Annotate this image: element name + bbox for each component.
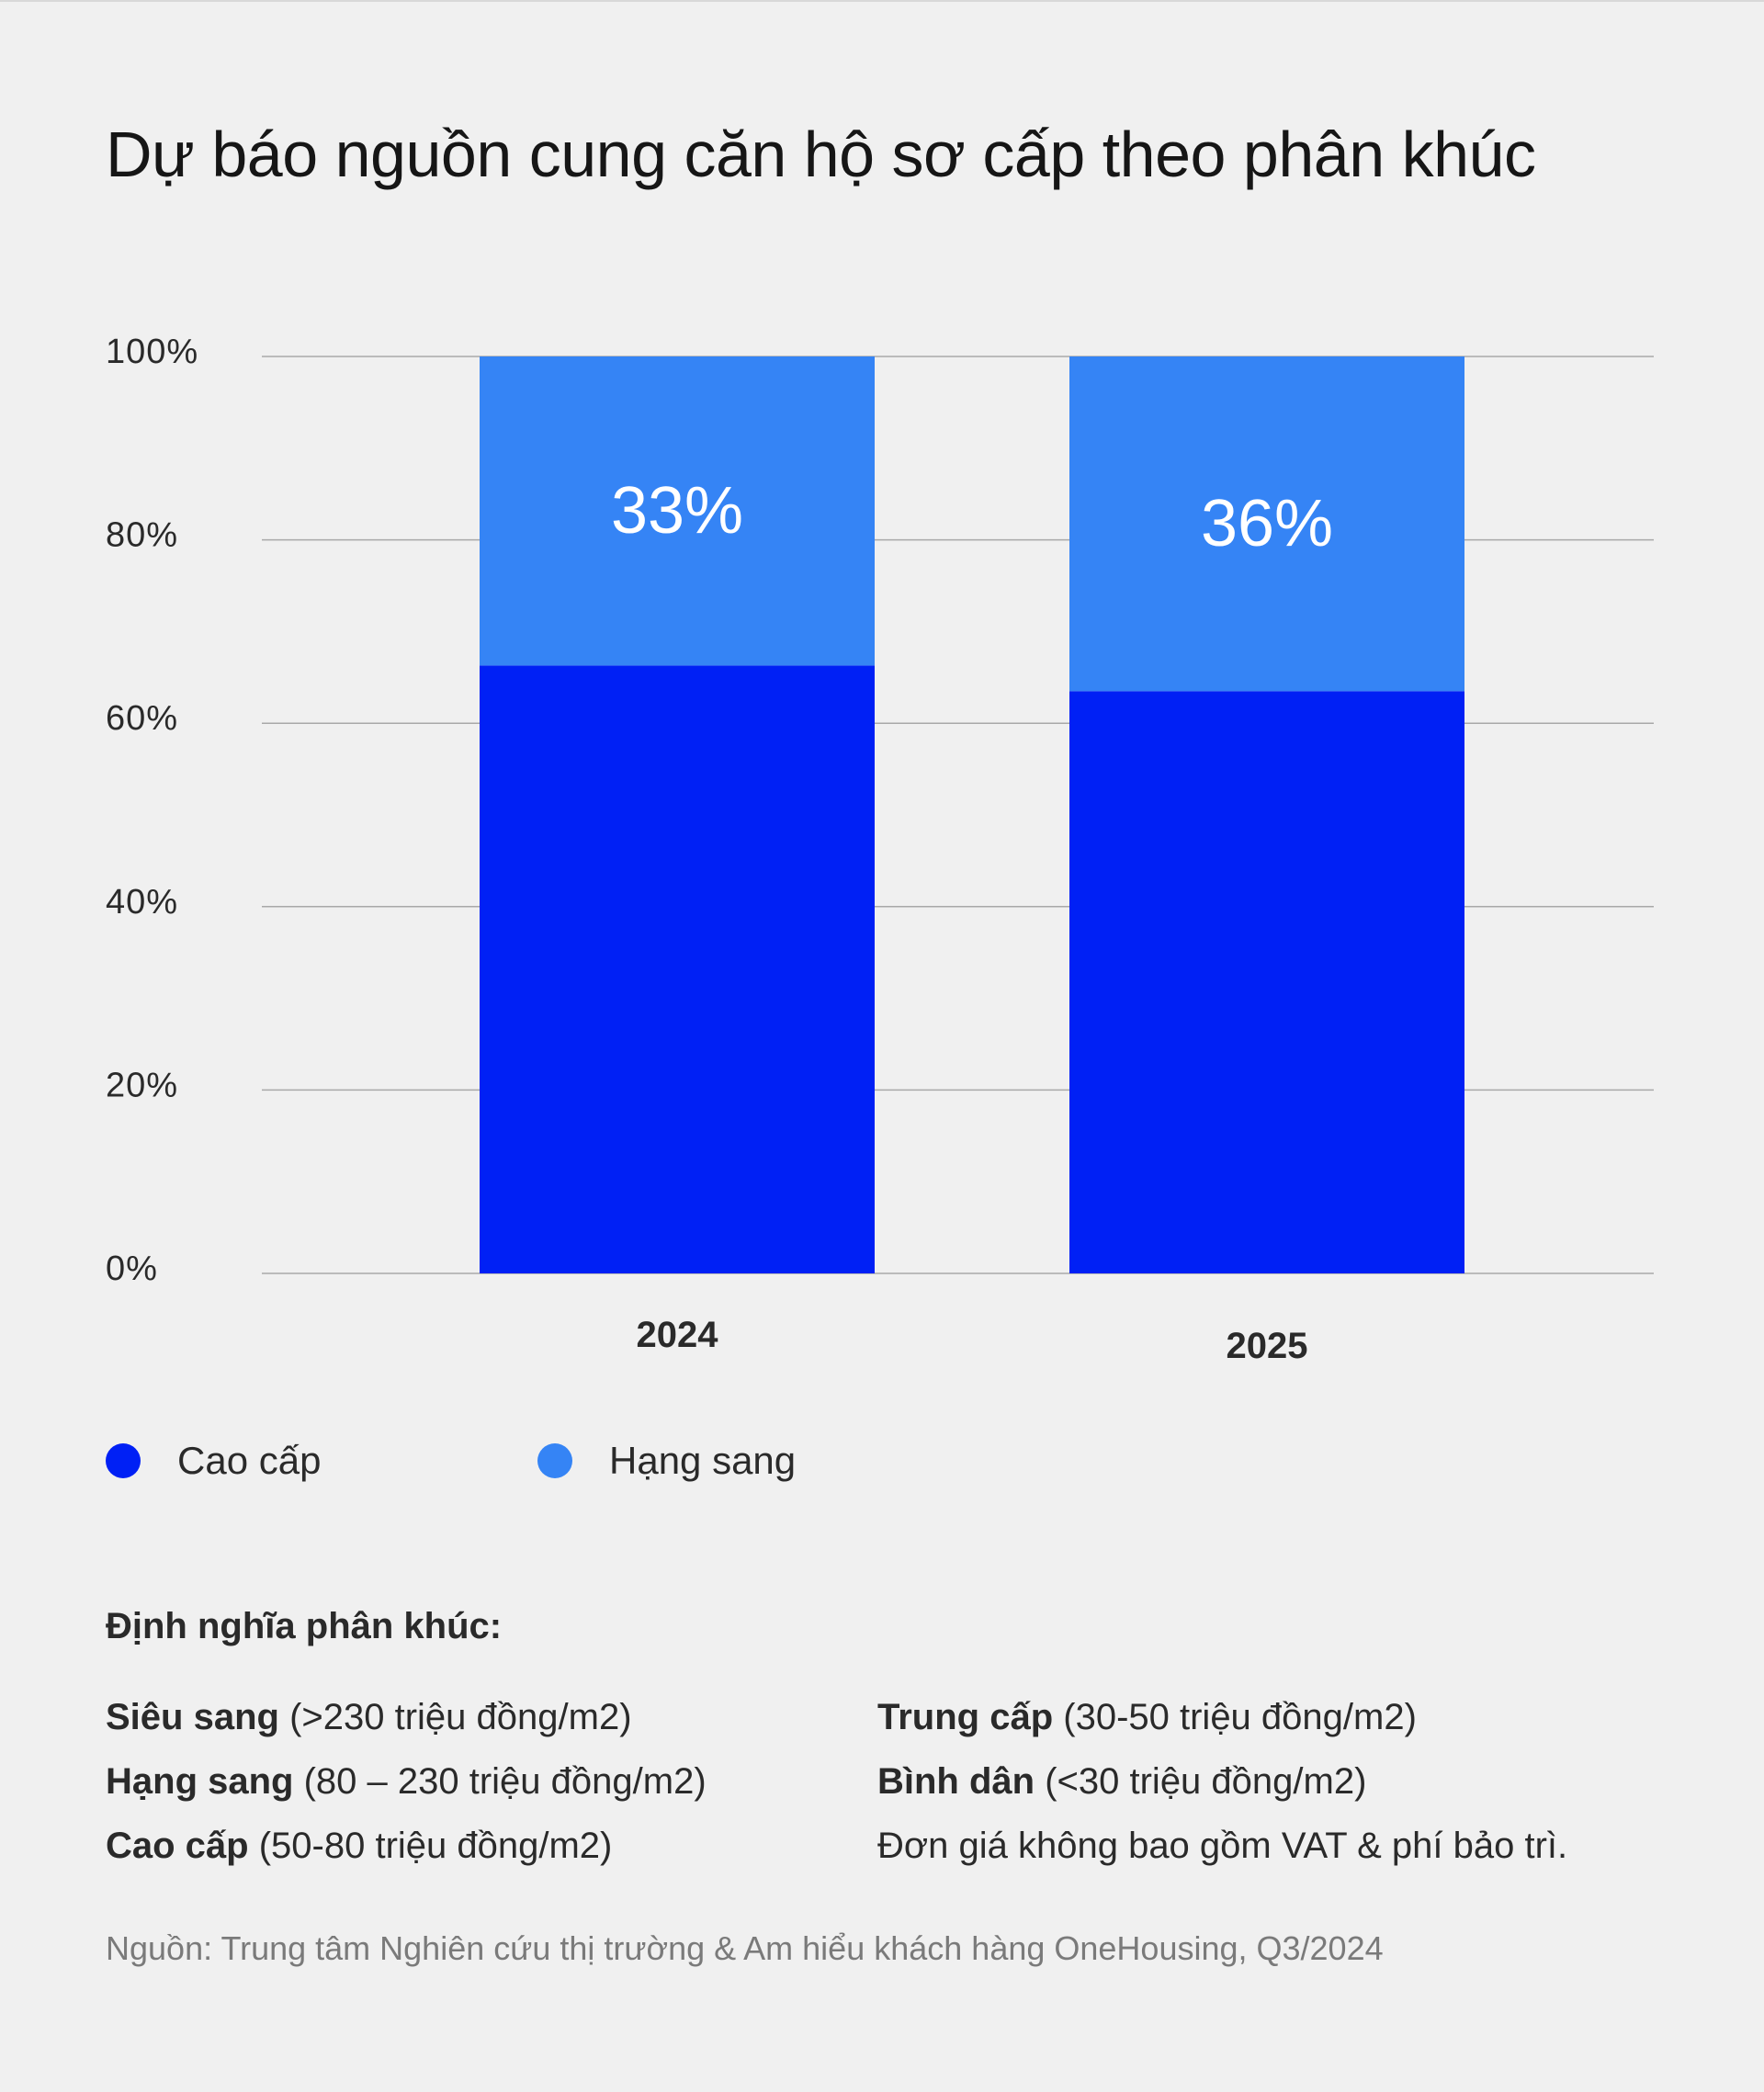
segment-name: Siêu sang xyxy=(106,1697,279,1737)
segment-range: (30-50 triệu đồng/m2) xyxy=(1053,1697,1417,1737)
legend-label: Hạng sang xyxy=(609,1439,797,1482)
data-label: 36% xyxy=(1201,487,1333,560)
y-tick-label: 0% xyxy=(106,1250,158,1288)
source-note: Nguồn: Trung tâm Nghiên cứu thị trường &… xyxy=(106,1929,1384,1967)
definition-row: Trung cấp (30-50 triệu đồng/m2) xyxy=(877,1691,1567,1755)
bar-segment-hang-sang-2025 xyxy=(1069,356,1464,692)
definitions-left: Siêu sang (>230 triệu đồng/m2) Hạng sang… xyxy=(106,1691,707,1883)
definition-row: Siêu sang (>230 triệu đồng/m2) xyxy=(106,1691,707,1755)
price-note: Đơn giá không bao gồm VAT & phí bảo trì. xyxy=(877,1826,1568,1866)
definition-row: Bình dân (<30 triệu đồng/m2) xyxy=(877,1755,1567,1819)
legend-item-cao-cap: Cao cấp xyxy=(106,1433,321,1488)
segment-name: Cao cấp xyxy=(106,1826,249,1866)
stacked-bar-chart: 0% 20% 40% 60% 80% 100% 33% 36% 2024 2025 xyxy=(106,333,1654,1366)
legend-dot-hang-sang-icon xyxy=(537,1443,572,1478)
x-tick-label: 2025 xyxy=(1227,1326,1308,1366)
y-tick-label: 60% xyxy=(106,699,178,738)
y-tick-label: 80% xyxy=(106,516,178,555)
bar-segment-hang-sang-2024 xyxy=(480,356,875,666)
y-tick-label: 20% xyxy=(106,1066,178,1104)
x-tick-label: 2024 xyxy=(637,1315,719,1355)
definition-note: Đơn giá không bao gồm VAT & phí bảo trì. xyxy=(877,1819,1567,1883)
segment-range: (<30 triệu đồng/m2) xyxy=(1035,1761,1367,1802)
definition-row: Hạng sang (80 – 230 triệu đồng/m2) xyxy=(106,1755,707,1819)
y-tick-label: 100% xyxy=(106,333,198,371)
data-label: 33% xyxy=(611,474,743,548)
top-border xyxy=(0,0,1764,2)
bar-segment-cao-cap-2025 xyxy=(1069,691,1464,1273)
legend-item-hang-sang: Hạng sang xyxy=(537,1433,796,1488)
segment-name: Bình dân xyxy=(877,1761,1035,1802)
bars: 33% 36% xyxy=(480,356,1464,1273)
chart-title: Dự báo nguồn cung căn hộ sơ cấp theo phâ… xyxy=(106,119,1536,190)
segment-name: Trung cấp xyxy=(877,1697,1054,1737)
definition-row: Cao cấp (50-80 triệu đồng/m2) xyxy=(106,1819,707,1883)
definitions-right: Trung cấp (30-50 triệu đồng/m2) Bình dân… xyxy=(877,1691,1567,1883)
x-axis-ticks: 2024 2025 xyxy=(637,1315,1308,1366)
segment-name: Hạng sang xyxy=(106,1761,294,1802)
segment-range: (80 – 230 triệu đồng/m2) xyxy=(293,1761,707,1802)
legend: Cao cấp Hạng sang xyxy=(106,1433,1208,1488)
segment-range: (50-80 triệu đồng/m2) xyxy=(248,1826,613,1866)
segment-range: (>230 triệu đồng/m2) xyxy=(278,1697,632,1737)
y-axis-ticks: 0% 20% 40% 60% 80% 100% xyxy=(106,333,198,1288)
definitions-title: Định nghĩa phân khúc: xyxy=(106,1606,503,1646)
legend-dot-cao-cap-icon xyxy=(106,1443,141,1478)
y-tick-label: 40% xyxy=(106,883,178,922)
bar-segment-cao-cap-2024 xyxy=(480,665,875,1273)
legend-label: Cao cấp xyxy=(177,1439,322,1482)
